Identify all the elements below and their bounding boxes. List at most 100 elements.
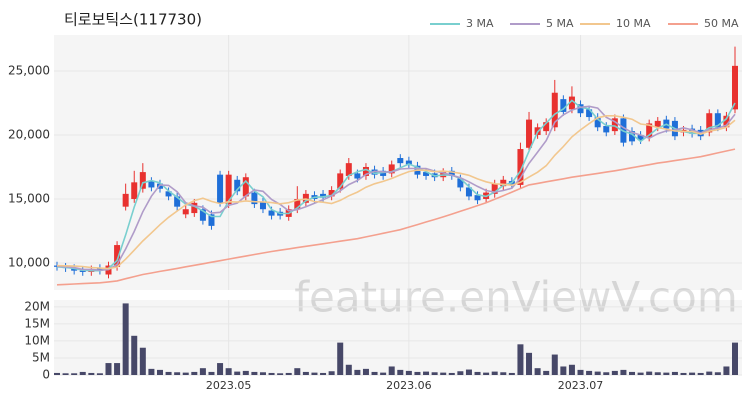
volume-bar <box>483 372 490 375</box>
x-tick-label: 2023.05 <box>206 379 252 392</box>
volume-bar <box>114 363 121 375</box>
volume-bar <box>388 366 395 375</box>
volume-bar <box>122 303 129 375</box>
candle-body <box>234 179 241 192</box>
volume-bar <box>594 371 601 375</box>
watermark: feature.enViewV.com <box>294 273 737 322</box>
volume-bar <box>371 371 378 375</box>
y-tick-label: 5M <box>32 350 50 364</box>
candle-body <box>637 134 644 141</box>
volume-bar <box>508 372 515 375</box>
volume-bar <box>71 373 78 375</box>
legend-label: 10 MA <box>616 17 651 30</box>
candle-body <box>465 187 472 197</box>
volume-bar <box>217 363 224 375</box>
volume-bar <box>714 372 721 375</box>
candle-body <box>165 191 172 197</box>
volume-bar <box>448 372 455 375</box>
candle-body <box>706 113 713 133</box>
candle-body <box>397 158 404 164</box>
volume-bar <box>225 368 232 375</box>
volume-bar <box>191 371 198 375</box>
candle-body <box>96 268 103 271</box>
volume-bar <box>362 368 369 375</box>
volume-bar <box>474 371 481 375</box>
volume-bar <box>208 371 215 375</box>
candle-body <box>603 126 610 133</box>
volume-bar <box>517 344 524 375</box>
y-tick-label: 20M <box>24 299 50 313</box>
candle-body <box>380 170 387 176</box>
candle-body <box>217 174 224 203</box>
volume-bar <box>465 369 472 375</box>
candle-body <box>294 198 301 210</box>
candle-body <box>457 178 464 188</box>
candle-body <box>500 179 507 187</box>
candle-body <box>337 173 344 189</box>
volume-bar <box>706 371 713 375</box>
candle-body <box>122 193 129 207</box>
volume-bar <box>689 372 696 375</box>
candle-body <box>182 209 189 215</box>
volume-bar <box>491 371 498 375</box>
volume-bar <box>629 371 636 375</box>
volume-bar <box>500 372 507 375</box>
y-tick-label: 10,000 <box>8 255 50 269</box>
candle-body <box>526 119 533 148</box>
volume-bar <box>534 368 541 375</box>
candle-body <box>723 115 730 128</box>
x-tick-label: 2023.07 <box>558 379 604 392</box>
volume-bar <box>259 372 266 375</box>
volume-bar <box>646 371 653 375</box>
chart-title: 티로보틱스(117730) <box>64 11 202 29</box>
volume-bar <box>680 372 687 375</box>
volume-bar <box>543 370 550 375</box>
volume-bar <box>345 364 352 375</box>
volume-bar <box>663 372 670 375</box>
volume-bar <box>328 371 335 375</box>
volume-bar <box>697 372 704 375</box>
volume-bar <box>174 372 181 375</box>
candle-body <box>139 172 146 189</box>
candle-body <box>259 201 266 210</box>
legend-label: 50 MA <box>704 17 739 30</box>
volume-bar <box>586 370 593 375</box>
volume-bar <box>251 371 258 375</box>
volume-bar <box>526 352 533 375</box>
candle-body <box>629 131 636 142</box>
volume-bar <box>311 372 318 375</box>
ma-line <box>56 105 736 272</box>
volume-bar <box>79 371 86 375</box>
volume-bar <box>603 372 610 375</box>
volume-bar <box>156 369 163 375</box>
volume-bar <box>148 368 155 375</box>
legend-label: 5 MA <box>546 17 574 30</box>
y-tick-label: 20,000 <box>8 127 50 141</box>
candle-body <box>543 122 550 132</box>
candle-body <box>646 123 653 138</box>
y-tick-label: 15,000 <box>8 191 50 205</box>
candle-body <box>191 202 198 214</box>
volume-bar <box>620 369 627 375</box>
candle-body <box>491 183 498 194</box>
volume-bar <box>611 370 618 375</box>
candle-body <box>131 182 138 199</box>
x-tick-label: 2023.06 <box>386 379 432 392</box>
candle-body <box>71 268 78 271</box>
volume-bar <box>637 372 644 375</box>
volume-bar <box>268 372 275 375</box>
volume-bar <box>671 371 678 375</box>
candle-body <box>242 177 249 197</box>
volume-bar <box>105 363 112 375</box>
volume-bar <box>551 354 558 375</box>
candle-body <box>114 245 121 267</box>
candle-body <box>611 118 618 132</box>
candle-body <box>320 193 327 198</box>
candle-body <box>714 113 721 128</box>
ma-line <box>56 115 736 270</box>
candle-body <box>405 160 412 165</box>
volume-bar <box>457 371 464 375</box>
candle-body <box>328 190 335 197</box>
legend-label: 3 MA <box>466 17 494 30</box>
candle-body <box>517 149 524 185</box>
